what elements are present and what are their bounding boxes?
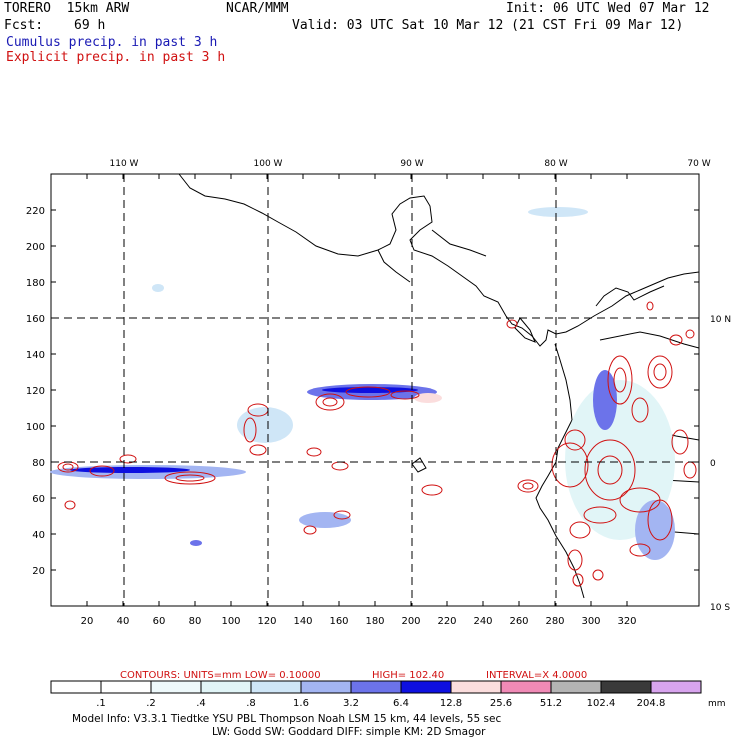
longitude-label: 70 W (687, 159, 710, 169)
colorbar-swatch (150, 680, 202, 694)
cumulus-band-mid (237, 407, 293, 443)
contour-units: CONTOURS: UNITS=mm LOW= 0.10000 (120, 670, 321, 681)
x-grid-number: 120 (257, 616, 276, 627)
x-grid-number: 180 (365, 616, 384, 627)
longitude-label: 100 W (254, 159, 283, 169)
x-grid-number: 80 (189, 616, 202, 627)
x-grid-number: 280 (545, 616, 564, 627)
x-grid-number: 300 (581, 616, 600, 627)
y-grid-number: 60 (32, 494, 45, 505)
y-grid-number: 180 (26, 278, 45, 289)
cumulus-band-north-core (322, 387, 418, 393)
x-grid-number: 40 (117, 616, 130, 627)
colorbar-swatch (100, 680, 152, 694)
axis-ticks (51, 174, 699, 606)
y-grid-number: 120 (26, 386, 45, 397)
x-grid-number: 20 (81, 616, 94, 627)
x-grid-number: 200 (401, 616, 420, 627)
y-grid-numbers: 220 200 180 160 140 120 100 80 60 40 20 (26, 206, 45, 577)
x-grid-number: 160 (329, 616, 348, 627)
x-grid-numbers: 20 40 60 80 100 120 140 160 180 200 220 240 260 280 30… (81, 616, 637, 627)
colorbar-swatch (250, 680, 302, 694)
colorbar-unit: mm (708, 699, 726, 709)
model-info-line1: Model Info: V3.3.1 Tiedtke YSU PBL Thomp… (72, 713, 501, 725)
latitude-label: 0 (710, 459, 716, 469)
y-grid-number: 140 (26, 350, 45, 361)
valid-time: Valid: 03 UTC Sat 10 Mar 12 (21 CST Fri … (292, 18, 684, 33)
y-grid-number: 220 (26, 206, 45, 217)
lat-lon-grid (51, 174, 699, 606)
y-grid-number: 40 (32, 530, 45, 541)
longitude-label: 110 W (110, 159, 139, 169)
forecast-label: Fcst: (4, 18, 44, 33)
colorbar-swatch (50, 680, 102, 694)
y-grid-number: 100 (26, 422, 45, 433)
colorbar-swatch (650, 680, 702, 694)
colorbar-label: .4 (196, 698, 206, 709)
org-label: NCAR/MMM (226, 1, 289, 16)
colorbar-swatch (300, 680, 352, 694)
colorbar-label: 3.2 (343, 698, 359, 709)
cumulus-patch-east2 (635, 500, 675, 560)
y-grid-number: 160 (26, 314, 45, 325)
cumulus-patch-caribbean (528, 207, 588, 217)
colorbar-swatch (400, 680, 452, 694)
x-grid-number: 60 (153, 616, 166, 627)
cumulus-patch-east (565, 380, 675, 540)
contour-interval: INTERVAL=X 4.0000 (486, 670, 587, 681)
x-grid-number: 320 (617, 616, 636, 627)
longitude-label: 80 W (544, 159, 567, 169)
x-grid-number: 100 (221, 616, 240, 627)
colorbar-label: 1.6 (293, 698, 309, 709)
colorbar-label: 6.4 (393, 698, 409, 709)
colorbar-label: 102.4 (587, 698, 616, 709)
cumulus-patch-small2 (190, 540, 202, 546)
colorbar-swatch (600, 680, 652, 694)
cumulus-band-west-core (70, 467, 190, 473)
colorbar-label: 25.6 (490, 698, 512, 709)
y-grid-number: 200 (26, 242, 45, 253)
x-grid-number: 260 (509, 616, 528, 627)
forecast-hours: 69 h (74, 18, 106, 33)
cumulus-patch-pink (414, 393, 442, 403)
colorbar-swatch (200, 680, 252, 694)
init-time: Init: 06 UTC Wed 07 Mar 12 (506, 1, 710, 16)
colorbar-label: 51.2 (540, 698, 562, 709)
colorbar-label: .2 (146, 698, 156, 709)
colorbar-swatch (550, 680, 602, 694)
x-grid-number: 140 (293, 616, 312, 627)
cumulus-patch-small1 (152, 284, 164, 292)
x-grid-number: 220 (437, 616, 456, 627)
colorbar-swatch (500, 680, 552, 694)
cumulus-patch-east3 (593, 370, 617, 430)
colorbar: .1 .2 .4 .8 1.6 3.2 6.4 12.8 25.6 51.2 102.4 204.8 (50, 680, 702, 709)
explicit-precip-contours (57, 301, 697, 587)
longitude-label: 90 W (400, 159, 423, 169)
model-title: TORERO 15km ARW (4, 1, 130, 16)
latitude-label: 10 S (710, 603, 730, 613)
model-info-line2: LW: Godd SW: Goddard DIFF: simple KM: 2D… (212, 726, 486, 738)
longitude-labels: 110 W 100 W 90 W 80 W 70 W (110, 159, 711, 169)
field-cumulus-label: Cumulus precip. in past 3 h (6, 35, 218, 50)
latitude-labels: 10 N 0 10 S (710, 315, 731, 613)
colorbar-swatch (350, 680, 402, 694)
colorbar-label: .1 (96, 698, 106, 709)
colorbar-label: 12.8 (440, 698, 462, 709)
field-explicit-label: Explicit precip. in past 3 h (6, 50, 226, 65)
y-grid-number: 80 (32, 458, 45, 469)
latitude-label: 10 N (710, 315, 731, 325)
colorbar-label: 204.8 (637, 698, 666, 709)
x-grid-number: 240 (473, 616, 492, 627)
contour-high: HIGH= 102.40 (372, 670, 444, 681)
colorbar-label: .8 (246, 698, 256, 709)
cumulus-patch-south (299, 512, 351, 528)
cumulus-precip-areas (50, 207, 675, 560)
y-grid-number: 20 (32, 566, 45, 577)
colorbar-swatch (450, 680, 502, 694)
